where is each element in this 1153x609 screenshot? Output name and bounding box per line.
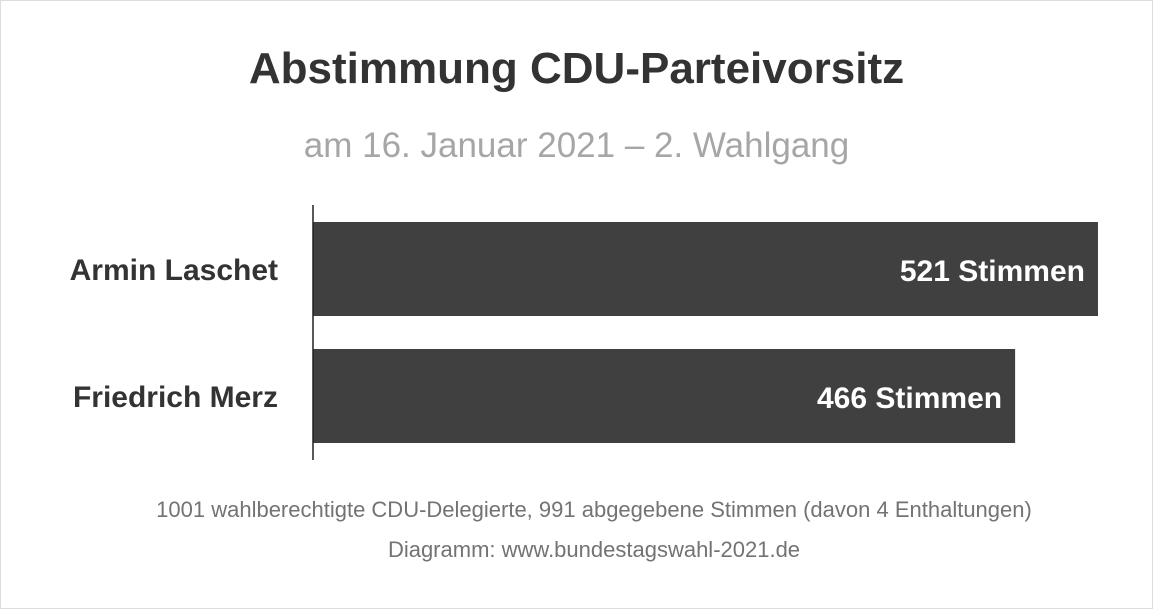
chart-title: Abstimmung CDU-Parteivorsitz: [248, 44, 905, 93]
footer-source: Diagramm: www.bundestagswahl-2021.de: [387, 537, 801, 562]
bar: [313, 349, 1016, 443]
category-label: Friedrich Merz: [73, 381, 278, 414]
bar-chart: Armin Laschet 521 Stimmen Friedrich Merz 46…: [70, 205, 1098, 460]
bar: [313, 222, 1098, 316]
chart-subtitle: am 16. Januar 2021 – 2. Wahlgang: [303, 126, 850, 165]
value-label: 521 Stimmen: [900, 255, 1085, 288]
category-label: Armin Laschet: [70, 254, 278, 287]
footer-note: 1001 wahlberechtigte CDU-Delegierte, 991…: [156, 497, 1032, 522]
value-label: 466 Stimmen: [817, 382, 1002, 415]
